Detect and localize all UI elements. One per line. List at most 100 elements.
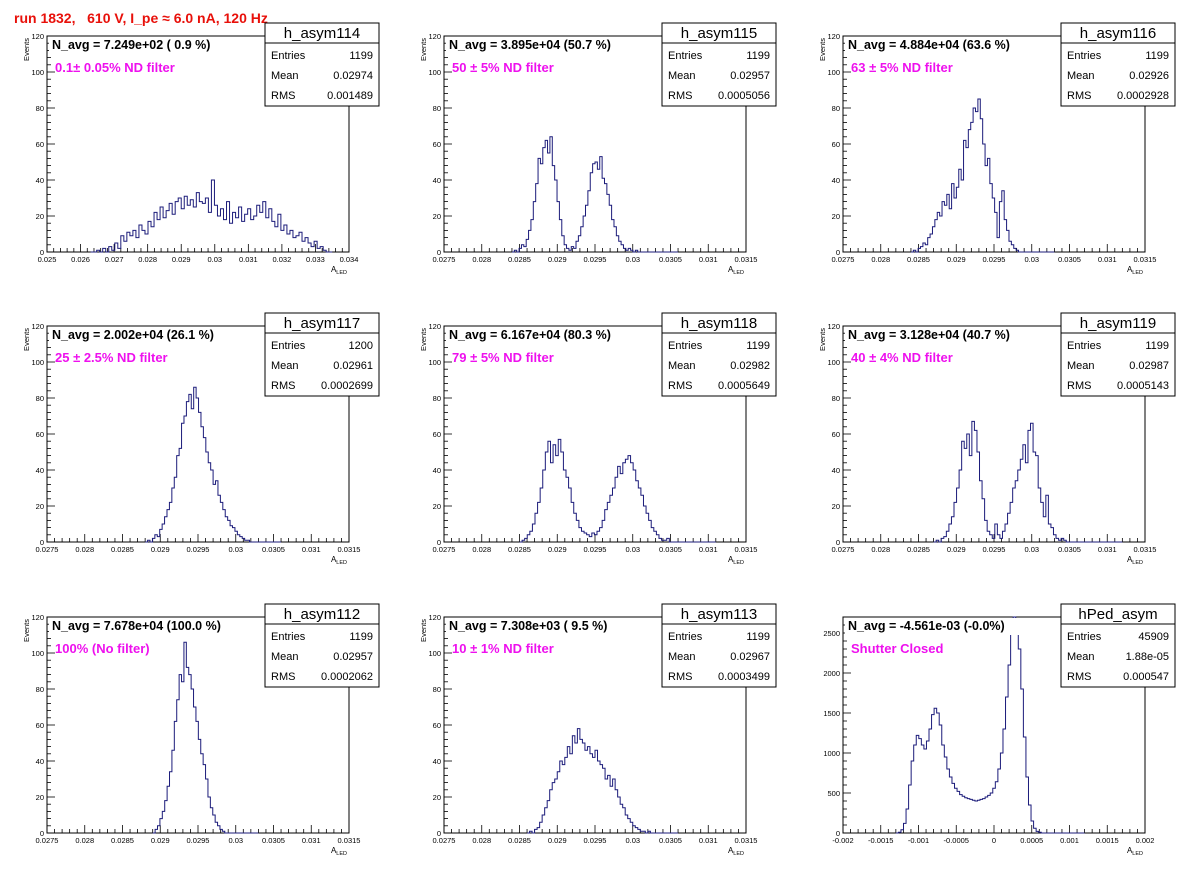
y-tick-label: 120 — [428, 322, 441, 331]
y-tick-label: 80 — [36, 685, 44, 694]
navg-label: N_avg = 7.678e+04 (100.0 %) — [52, 619, 221, 633]
y-tick-label: 80 — [36, 104, 44, 113]
x-tick-label: 0.03 — [1024, 545, 1039, 554]
stat-value: 0.0002699 — [321, 380, 373, 392]
y-tick-label: 60 — [433, 140, 441, 149]
y-tick-label: 60 — [433, 721, 441, 730]
histogram-name: h_asym117 — [284, 315, 360, 332]
stat-value: 0.0003499 — [718, 671, 770, 683]
y-tick-label: 40 — [36, 176, 44, 185]
y-axis-label: Events — [419, 38, 428, 61]
x-tick-label: 0.0285 — [508, 255, 531, 264]
x-tick-label: 0.0275 — [433, 255, 456, 264]
filter-label: 0.1± 0.05% ND filter — [55, 60, 175, 75]
y-axis-label: Events — [419, 328, 428, 351]
y-tick-label: 80 — [433, 104, 441, 113]
y-axis-label: Events — [818, 38, 827, 61]
y-tick-label: 60 — [36, 430, 44, 439]
stat-value: 1199 — [349, 50, 373, 62]
histogram-line — [895, 616, 1085, 834]
x-tick-label: 0.0315 — [1134, 255, 1157, 264]
y-tick-label: 100 — [31, 358, 44, 367]
x-tick-label: -0.0015 — [868, 836, 893, 845]
stat-value: 0.02957 — [333, 651, 373, 663]
histogram-name: h_asym115 — [681, 25, 757, 42]
filter-label: 10 ± 1% ND filter — [452, 641, 554, 656]
histogram-name: h_asym116 — [1080, 25, 1156, 42]
y-tick-label: 0 — [836, 538, 840, 547]
navg-box — [845, 327, 1055, 344]
stat-value: 0.02957 — [730, 70, 770, 82]
x-tick-label: 0.002 — [1136, 836, 1155, 845]
stat-value: 0.001489 — [327, 90, 373, 102]
x-axis-label: ALED — [331, 265, 347, 276]
x-tick-label: 0.03 — [228, 545, 243, 554]
y-tick-label: 100 — [827, 358, 840, 367]
histogram-line — [519, 438, 716, 543]
histogram-panel-h_asym113: 0 20 40 60 80 100 120 0.0275 0.028 0.0285 0.029 0.0… — [419, 603, 777, 857]
x-tick-label: 0.0275 — [36, 545, 59, 554]
x-tick-label: 0.0295 — [983, 255, 1006, 264]
navg-box — [845, 618, 1055, 635]
stats-box — [264, 22, 380, 107]
y-axis-label: Events — [22, 38, 31, 61]
x-tick-label: 0.028 — [75, 836, 94, 845]
histogram-name: h_asym119 — [1080, 315, 1156, 332]
x-tick-label: 0.029 — [548, 545, 567, 554]
x-axis-label: ALED — [1127, 265, 1143, 276]
y-tick-label: 100 — [428, 68, 441, 77]
x-tick-label: 0.0275 — [832, 255, 855, 264]
stat-label: RMS — [668, 671, 692, 683]
navg-label: N_avg = 3.895e+04 (50.7 %) — [449, 38, 611, 52]
y-tick-label: 120 — [428, 32, 441, 41]
y-tick-label: 60 — [832, 430, 840, 439]
stat-label: Entries — [1067, 631, 1102, 643]
stat-label: Entries — [668, 340, 703, 352]
y-tick-label: 40 — [832, 466, 840, 475]
x-axis-label: ALED — [331, 555, 347, 566]
x-tick-label: 0.001 — [1060, 836, 1079, 845]
x-axis-label: ALED — [1127, 846, 1143, 857]
y-tick-label: 80 — [832, 394, 840, 403]
histogram-panel-h_asym115: 0 20 40 60 80 100 120 0.0275 0.028 0.0285 0.029 0.0… — [419, 22, 777, 276]
x-tick-label: 0.031 — [239, 255, 258, 264]
stat-label: RMS — [1067, 671, 1091, 683]
stat-value: 1200 — [349, 340, 373, 352]
stat-value: 1199 — [1145, 50, 1169, 62]
y-tick-label: 0 — [836, 248, 840, 257]
y-tick-label: 120 — [31, 322, 44, 331]
stat-value: 1199 — [746, 340, 770, 352]
stat-value: 0.000547 — [1123, 671, 1169, 683]
y-tick-label: 60 — [36, 140, 44, 149]
stat-label: Entries — [271, 631, 306, 643]
x-tick-label: 0.0305 — [659, 255, 682, 264]
stat-label: RMS — [668, 380, 692, 392]
y-axis-label: Events — [22, 328, 31, 351]
x-tick-label: -0.0005 — [944, 836, 969, 845]
stat-value: 0.0005649 — [718, 380, 770, 392]
navg-box — [49, 37, 259, 54]
y-tick-label: 0 — [40, 538, 44, 547]
y-tick-label: 100 — [428, 358, 441, 367]
stat-value: 0.02967 — [730, 651, 770, 663]
x-tick-label: 0.028 — [75, 545, 94, 554]
x-tick-label: 0.031 — [302, 545, 321, 554]
y-tick-label: 0 — [437, 538, 441, 547]
stat-label: RMS — [1067, 90, 1091, 102]
histogram-line — [527, 728, 679, 834]
histogram-panel-h_asym114: 0 20 40 60 80 100 120 0.025 0.026 0.027 0.028 0.029… — [22, 22, 380, 276]
navg-box — [49, 327, 259, 344]
navg-label: N_avg = 6.167e+04 (80.3 %) — [449, 328, 611, 342]
x-tick-label: 0.0285 — [508, 836, 531, 845]
x-tick-label: 0.029 — [548, 836, 567, 845]
y-axis-label: Events — [22, 619, 31, 642]
y-tick-label: 20 — [832, 212, 840, 221]
navg-box — [446, 327, 656, 344]
stat-label: Mean — [271, 651, 299, 663]
x-tick-label: 0.034 — [340, 255, 359, 264]
y-tick-label: 20 — [433, 212, 441, 221]
filter-label: 40 ± 4% ND filter — [851, 350, 953, 365]
stat-value: 45909 — [1138, 631, 1169, 643]
navg-box — [845, 37, 1055, 54]
y-axis-label: Events — [818, 328, 827, 351]
